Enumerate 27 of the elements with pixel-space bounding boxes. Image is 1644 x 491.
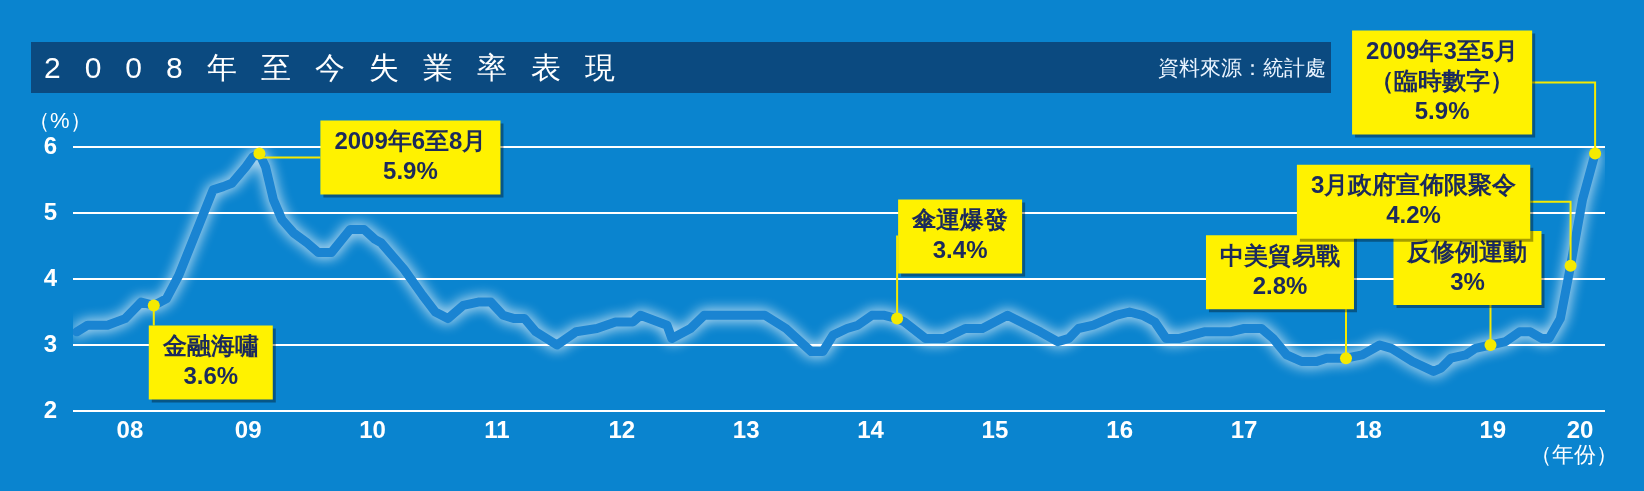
y-tick-label: 3 bbox=[43, 329, 57, 357]
chart-title: 2008年至今失業率表現 bbox=[44, 50, 639, 86]
annotation: 3月政府宣佈限聚令 4.2% bbox=[1310, 171, 1517, 229]
annotation: 中美貿易戰 2.8% bbox=[1219, 241, 1340, 299]
x-tick-label: 20 bbox=[1566, 416, 1594, 444]
x-axis-title: （年份） bbox=[1530, 441, 1618, 469]
x-tick-label: 16 bbox=[1106, 416, 1134, 444]
x-tick-label: 10 bbox=[359, 416, 386, 444]
annotation: 傘運爆發 3.4% bbox=[911, 206, 1009, 264]
x-tick-label: 09 bbox=[234, 416, 262, 444]
annotation: 金融海嘯 3.6% bbox=[161, 332, 259, 390]
y-tick-label: 2 bbox=[43, 395, 57, 423]
x-tick-label: 11 bbox=[484, 416, 510, 444]
annotation: 反修例運動 3% bbox=[1406, 237, 1528, 295]
x-tick-label: 18 bbox=[1355, 416, 1382, 444]
annotation: 2009年3至5月（臨時數字） 5.9% bbox=[1366, 37, 1519, 125]
x-tick-label: 19 bbox=[1479, 416, 1507, 444]
x-tick-label: 08 bbox=[116, 416, 144, 444]
annotation: 2009年6至8月 5.9% bbox=[334, 127, 487, 185]
y-tick-label: 4 bbox=[43, 263, 58, 291]
y-tick-label: 5 bbox=[43, 197, 57, 225]
x-tick-label: 12 bbox=[608, 416, 636, 444]
x-tick-label: 14 bbox=[857, 416, 885, 444]
x-tick-label: 17 bbox=[1230, 416, 1258, 444]
x-tick-label: 13 bbox=[732, 416, 760, 444]
x-tick-label: 15 bbox=[981, 416, 1009, 444]
source-note: 資料來源：統計處 bbox=[1158, 55, 1326, 82]
